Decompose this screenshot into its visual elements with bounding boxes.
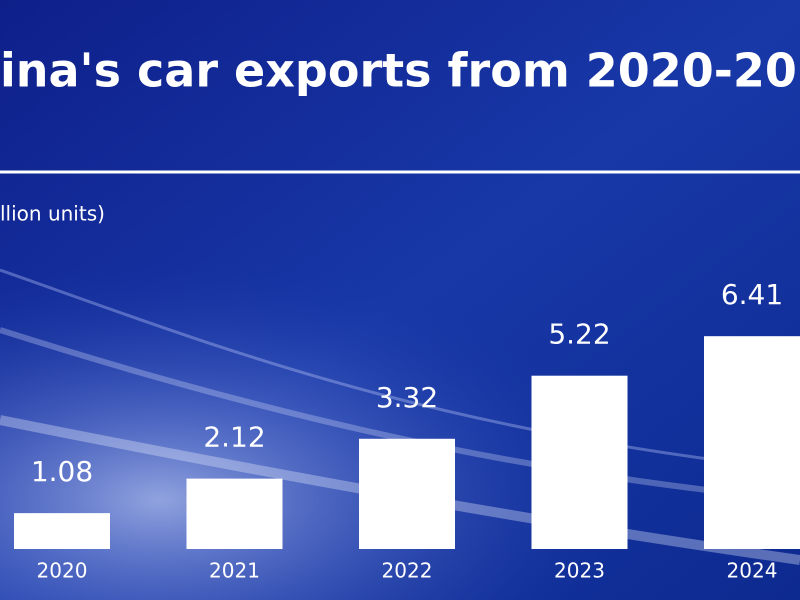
value-label: 5.22: [548, 318, 610, 351]
light-streak: [0, 327, 800, 503]
bar: [531, 375, 628, 549]
value-label: 3.32: [376, 381, 438, 414]
value-label: 2.12: [203, 421, 265, 454]
y-axis-label: llion units): [0, 202, 105, 226]
x-tick-label: 2023: [554, 559, 605, 583]
bar: [359, 438, 455, 549]
x-tick-label: 2022: [382, 559, 433, 583]
x-tick-label: 2024: [727, 559, 778, 583]
light-streak: [0, 268, 800, 472]
bar: [14, 513, 110, 549]
value-label: 6.41: [721, 278, 783, 311]
bar: [704, 336, 800, 549]
chart-title: ina's car exports from 2020-20: [0, 44, 797, 98]
x-tick-label: 2021: [209, 559, 260, 583]
bar: [186, 478, 283, 549]
value-label: 1.08: [31, 455, 93, 488]
x-tick-label: 2020: [37, 559, 88, 583]
